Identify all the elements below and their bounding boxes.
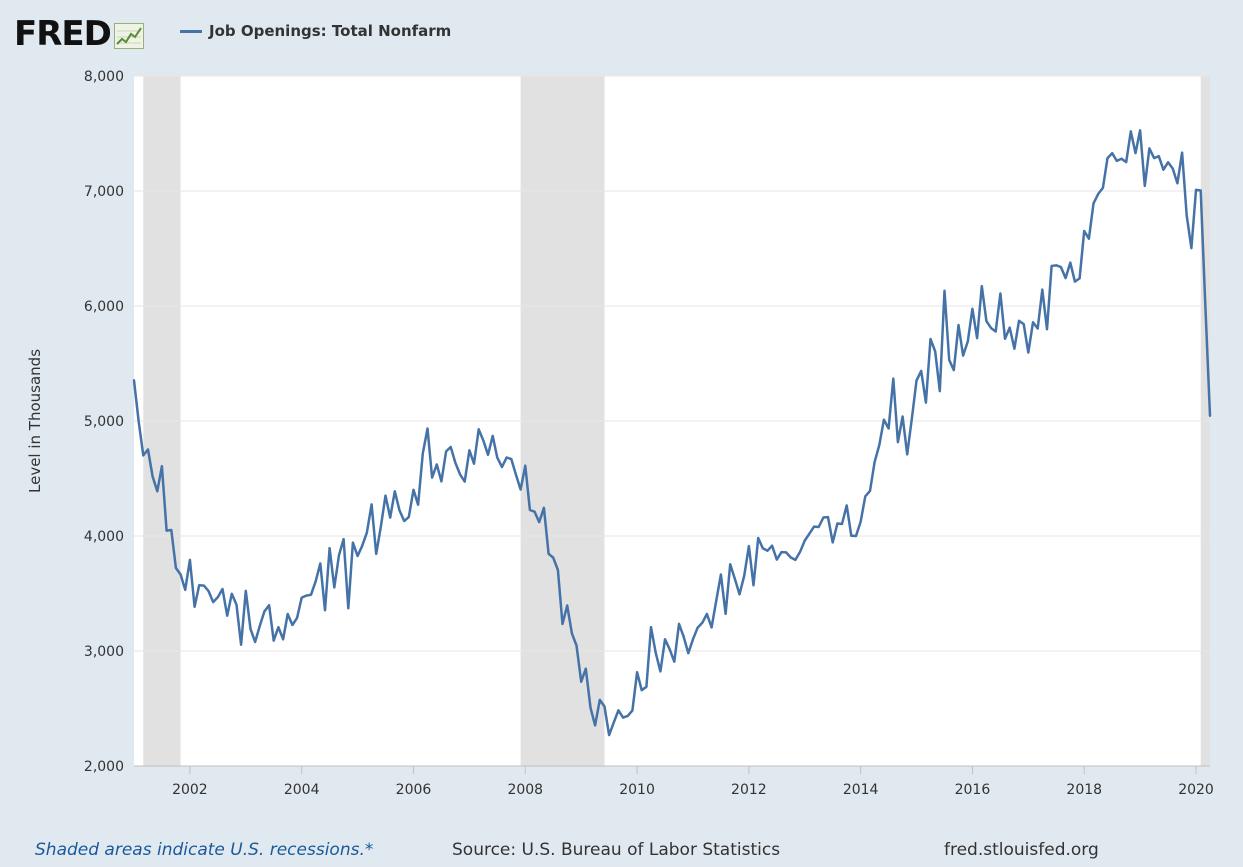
series-layer [132,129,1212,737]
x-tick-label: 2010 [619,782,655,798]
series-title: Job Openings: Total Nonfarm [209,22,452,40]
x-tick-label: 2020 [1178,782,1214,798]
header: FRED [14,14,144,54]
y-tick-label: 3,000 [84,644,124,660]
legend-swatch [180,29,202,33]
fred-logo[interactable]: FRED [14,14,112,54]
trend-line-icon [113,23,144,49]
y-tick-label: 4,000 [84,529,124,545]
y-tick-label: 8,000 [84,69,124,85]
x-tick-label: 2006 [396,782,432,798]
grid-lines [134,75,1210,652]
y-tick-label: 5,000 [84,414,124,430]
y-axis-label: Level in Thousands [26,349,44,493]
y-tick-label: 2,000 [84,759,124,775]
x-tick-label: 2002 [172,782,208,798]
x-tick-label: 2018 [1066,782,1102,798]
x-tick-label: 2004 [284,782,320,798]
x-tick-label: 2014 [843,782,879,798]
axes: 2,000 3,000 4,000 5,000 6,000 7,000 8,000 2002 2… [26,69,1214,798]
recession-note[interactable]: Shaded areas indicate U.S. recessions.* [35,840,374,860]
chart-legend[interactable]: Job Openings: Total Nonfarm [180,22,451,40]
fred-url[interactable]: fred.stlouisfed.org [944,840,1099,860]
source-note: Source: U.S. Bureau of Labor Statistics [452,840,781,860]
series-line [132,129,1212,737]
x-tick-label: 2008 [507,782,543,798]
x-tick-label: 2016 [955,782,991,798]
y-tick-label: 7,000 [84,184,124,200]
y-tick-label: 6,000 [84,299,124,315]
x-tick-label: 2012 [731,782,767,798]
